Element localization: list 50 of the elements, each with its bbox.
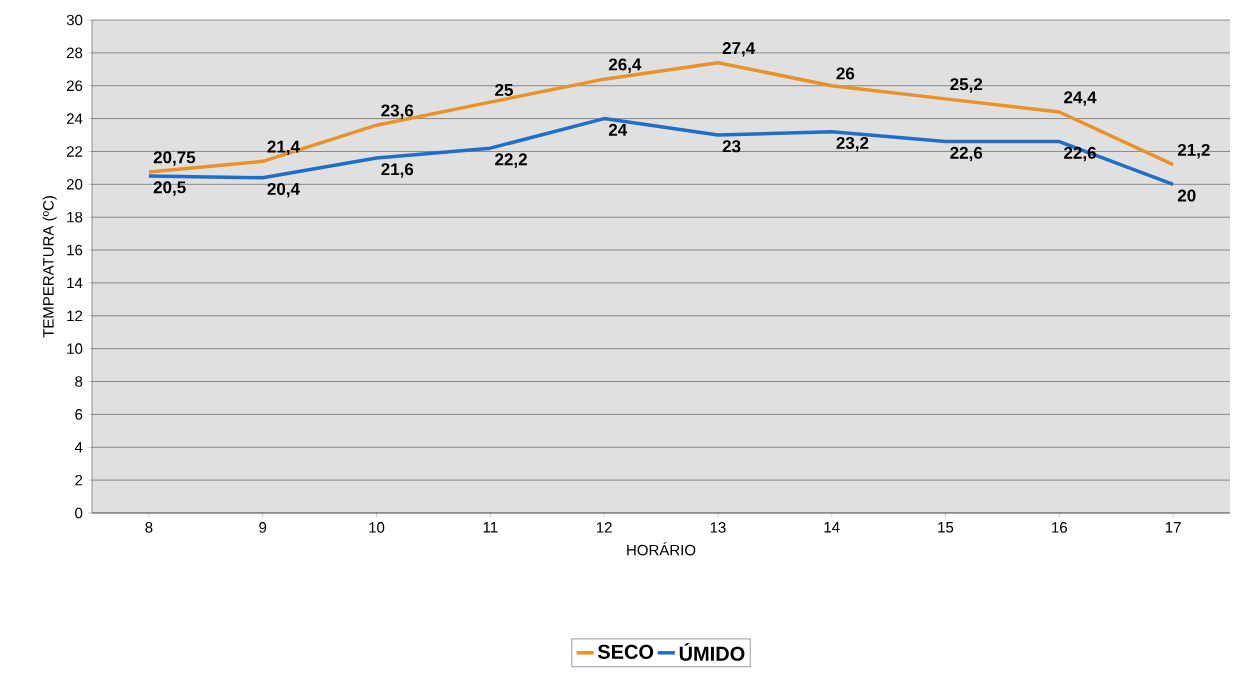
y-tick-label: 30 <box>66 14 83 26</box>
data-label: 23 <box>722 140 741 153</box>
x-tick-label: 14 <box>824 522 840 533</box>
legend-label: ÚMIDO <box>679 642 745 661</box>
data-label: 20 <box>1177 189 1196 202</box>
x-tick-label: 13 <box>710 522 726 533</box>
x-tick-label: 17 <box>1165 522 1181 533</box>
y-tick-label: 8 <box>75 376 83 387</box>
data-label: 22,6 <box>1064 146 1096 162</box>
y-tick-label: 20 <box>66 179 83 190</box>
x-tick-label: 12 <box>596 522 612 533</box>
data-label: 22,6 <box>950 146 983 162</box>
y-tick-label: 16 <box>67 244 83 256</box>
data-label: 21,6 <box>381 163 414 178</box>
data-label: 20,5 <box>153 181 186 196</box>
data-label: 24,4 <box>1064 91 1097 106</box>
data-label: 21,4 <box>267 140 300 156</box>
data-label: 27,4 <box>722 42 756 57</box>
y-tick-label: 18 <box>67 211 83 223</box>
data-label: 26 <box>836 67 855 80</box>
x-tick-label: 15 <box>938 522 954 533</box>
y-tick-label: 26 <box>66 80 83 92</box>
y-tick-label: 24 <box>66 113 83 124</box>
x-tick-label: 10 <box>369 522 385 533</box>
y-tick-label: 0 <box>75 507 83 519</box>
x-tick-label: 11 <box>483 522 498 533</box>
data-label: 20,75 <box>153 151 196 166</box>
y-tick-label: 4 <box>74 442 83 453</box>
y-tick-label: 14 <box>67 277 83 289</box>
y-tick-label: 28 <box>66 47 83 59</box>
y-axis-title: TEMPERATURA (ºC) <box>42 196 57 338</box>
x-axis-title: HORÁRIO <box>627 542 696 556</box>
data-label: 23,6 <box>381 104 414 119</box>
data-label: 22,2 <box>495 153 527 168</box>
y-tick-label: 10 <box>67 343 83 354</box>
data-label: 21,2 <box>1177 143 1210 159</box>
y-tick-label: 2 <box>75 474 83 486</box>
y-tick-label: 6 <box>75 409 83 420</box>
data-label: 24 <box>608 123 628 136</box>
data-label: 25,2 <box>950 78 983 93</box>
data-label: 20,4 <box>267 182 300 198</box>
legend-label: SECO <box>597 644 654 659</box>
y-tick-label: 12 <box>67 310 83 322</box>
x-tick-label: 16 <box>1052 522 1067 533</box>
x-tick-label: 9 <box>259 522 267 533</box>
data-label: 23,2 <box>836 136 869 152</box>
y-tick-label: 22 <box>66 146 83 157</box>
x-tick-label: 8 <box>145 522 153 533</box>
data-label: 25 <box>495 83 513 96</box>
data-label: 26,4 <box>608 58 642 73</box>
